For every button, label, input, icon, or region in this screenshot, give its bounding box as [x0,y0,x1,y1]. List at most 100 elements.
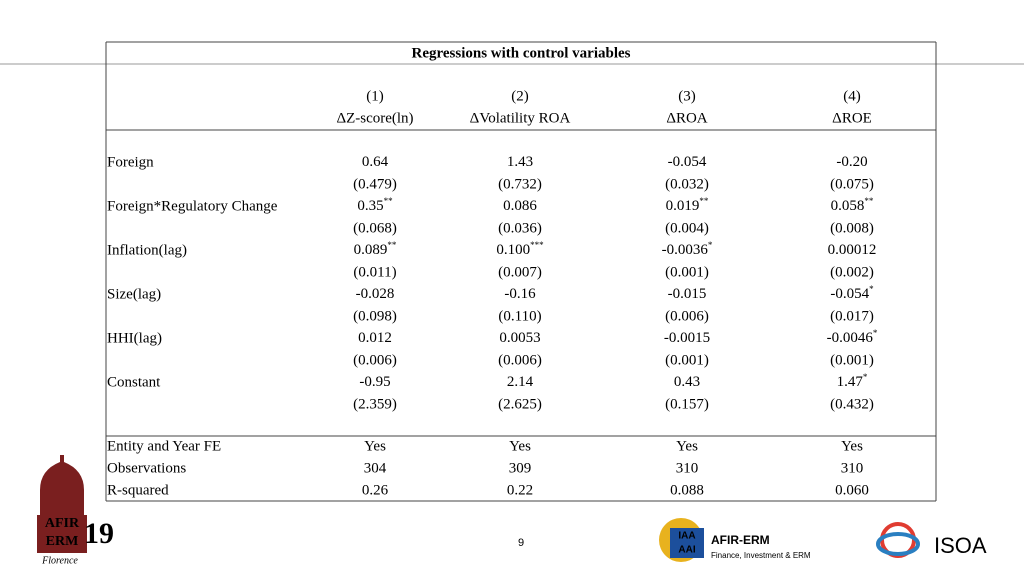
estimate-value: -0.054 [668,154,707,170]
estimate-value: 0.086 [503,198,537,214]
significance-stars: ** [384,196,394,206]
estimate-value: -0.015 [668,286,707,302]
std-error: (0.001) [665,264,709,280]
significance-stars: *** [530,240,544,250]
estimate-value: 1.43 [507,154,533,170]
logo-name: AFIR-ERM [711,533,770,547]
row-label: Observations [107,460,186,476]
std-error: (0.006) [665,308,709,324]
std-error: (0.006) [353,352,397,368]
estimate: 0.64 [362,154,389,170]
logo-base [37,515,87,553]
footer-value: Yes [364,438,386,454]
std-error: (0.001) [830,352,874,368]
logo-text: IAA [678,531,695,542]
estimate: -0.054* [830,284,874,302]
std-error: (0.007) [498,264,542,280]
estimate-value: 0.00012 [828,242,877,258]
estimate: 1.43 [507,154,533,170]
std-error: (0.068) [353,220,397,236]
estimate: 0.35** [357,196,393,214]
std-error: (0.008) [830,220,874,236]
estimate-value: -0.95 [359,374,390,390]
estimate-value: -0.16 [504,286,536,302]
isoa-logo: ISOA [876,522,987,558]
estimate: -0.0015 [664,330,710,346]
estimate: 0.0053 [499,330,540,346]
estimate: 0.086 [503,198,537,214]
significance-stars: * [869,284,874,294]
estimate-value: -0.0046 [827,330,874,346]
std-error: (0.432) [830,396,874,412]
std-error: (0.017) [830,308,874,324]
footer-value: 0.26 [362,482,389,498]
column-number: (4) [843,88,861,104]
estimate: -0.16 [504,286,536,302]
estimate: -0.0046* [827,328,878,346]
estimate-value: 0.100 [496,242,530,258]
footer-value: Yes [676,438,698,454]
footer-value: 0.088 [670,482,704,498]
estimate-value: 0.64 [362,154,389,170]
significance-stars: ** [699,196,709,206]
significance-stars: ** [864,196,874,206]
row-label: Entity and Year FE [107,438,221,454]
estimate-value: 1.47 [837,374,864,390]
estimate-value: 0.058 [831,198,865,214]
column-header: ΔVolatility ROA [470,110,571,126]
estimate-value: -0.0015 [664,330,710,346]
estimate: 1.47* [837,372,868,390]
significance-stars: * [708,240,713,250]
estimate: 0.019** [666,196,709,214]
row-label: Size(lag) [107,286,161,302]
logo-subtitle: Finance, Investment & ERM [711,551,811,560]
logo-name: ISOA [934,533,987,558]
footer-value: 304 [364,460,387,476]
estimate-value: 0.35 [357,198,383,214]
footer-value: Yes [841,438,863,454]
std-error: (0.032) [665,176,709,192]
logo-box [670,528,704,558]
row-label: Foreign*Regulatory Change [107,198,278,214]
column-number: (3) [678,88,696,104]
std-error: (0.001) [665,352,709,368]
footer-value: 310 [676,460,699,476]
row-label: Inflation(lag) [107,242,187,258]
row-label: HHI(lag) [107,330,162,346]
std-error: (2.625) [498,396,542,412]
estimate: -0.20 [836,154,867,170]
significance-stars: ** [387,240,397,250]
significance-stars: * [863,372,868,382]
column-header: ΔROE [832,110,872,126]
std-error: (0.006) [498,352,542,368]
logo-ring [876,532,920,556]
std-error: (0.075) [830,176,874,192]
estimate: 0.012 [358,330,392,346]
footer-value: 310 [841,460,864,476]
footer-value: Yes [509,438,531,454]
estimate: -0.054 [668,154,707,170]
logo-year: 19 [84,517,114,550]
estimate-value: -0.0036 [662,242,709,258]
logo-text: ERM [46,534,79,549]
row-label: R-squared [107,482,169,498]
logo-city: Florence [41,555,78,566]
std-error: (0.732) [498,176,542,192]
page-number: 9 [518,537,524,549]
std-error: (0.002) [830,264,874,280]
estimate: 2.14 [507,374,534,390]
estimate-value: 0.0053 [499,330,540,346]
std-error: (0.011) [353,264,396,280]
footer-value: 0.060 [835,482,869,498]
estimate-value: -0.20 [836,154,867,170]
std-error: (0.098) [353,308,397,324]
std-error: (0.004) [665,220,709,236]
estimate-value: 0.43 [674,374,700,390]
estimate-value: 0.019 [666,198,700,214]
logo-text: AFIR [45,516,80,531]
footer-value: 0.22 [507,482,533,498]
logo-text: AAI [678,545,695,556]
estimate: -0.015 [668,286,707,302]
